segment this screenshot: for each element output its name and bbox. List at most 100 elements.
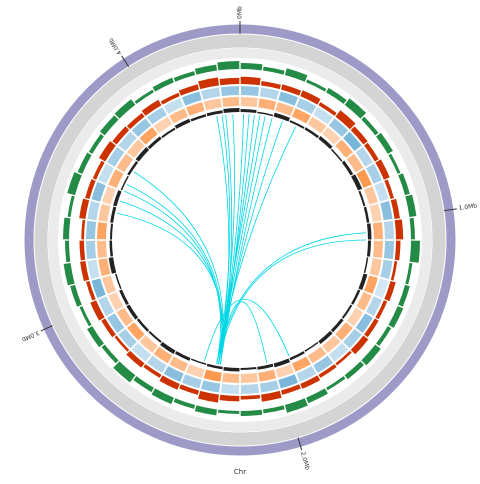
gc-skew-bar [112,126,130,145]
reverse-genes-tile [102,275,116,294]
gc-skew-bar [79,240,86,261]
link [216,232,366,364]
gc-content-bar [409,240,420,263]
ideogram [24,24,456,456]
forward-genes-tile [296,366,317,382]
reverse-genes-tile [186,102,205,116]
reverse-genes-tile [364,275,378,294]
features-bar [148,330,162,343]
gc-content-bar [87,326,104,348]
features-bar [273,112,291,122]
features-bar [119,289,129,306]
forward-genes-tile [146,107,167,125]
gc-content-bar [326,376,346,391]
gc-content-bar [133,376,154,393]
link [219,118,273,365]
forward-genes-tile [91,181,106,202]
gc-content-bar [152,77,174,92]
reverse-genes-tile [222,97,240,108]
gc-skew-bar [280,384,301,395]
gc-skew-bar [160,92,180,105]
features-bar [135,147,150,162]
tick-label: 4.0Mb [107,36,123,56]
reverse-genes-tile [153,116,173,134]
forward-genes-tile [374,278,389,299]
gc-content-bar [376,132,393,154]
reverse-genes-tile [127,322,145,341]
reverse-genes-tile [372,240,383,258]
link [133,171,224,365]
features-bar [351,174,363,191]
features-bar [304,341,319,352]
forward-genes-tile [374,181,389,202]
gc-skew-bar [198,390,220,403]
link [218,121,283,365]
gc-skew-bar [126,350,145,368]
link [216,115,261,364]
tick-mark [40,325,53,332]
gc-skew-bar [198,77,220,90]
reverse-genes-tile [108,292,124,311]
forward-genes-tile [201,87,221,100]
features-bar [330,148,343,162]
gc-content-bar [405,262,413,285]
reverse-genes-tile [292,108,311,124]
gc-skew-bar [90,300,105,321]
gc-skew-bar [240,394,261,400]
gc-skew-bar [350,126,368,145]
gc-skew-bar [335,350,352,366]
forward-genes-tile [328,343,349,362]
link [218,239,367,365]
gc-content-bar [63,217,71,240]
forward-genes-tile [181,374,202,389]
gc-content-bar [67,172,82,196]
gc-skew-bar [260,390,282,402]
gc-content-bar [88,134,104,154]
forward-genes-tile [86,220,97,240]
forward-genes-tile [220,383,240,394]
gc-skew-bar [300,375,321,389]
gc-content-bar [398,284,410,307]
inner-gray-ring [48,48,432,432]
gc-content-bar [151,388,174,405]
forward-genes-tile [380,201,393,221]
forward-genes-tile [355,313,373,334]
forward-genes-tile [98,296,114,317]
gc-content-bar [409,217,415,240]
forward-genes-tile [278,91,299,106]
gc-content-bar [388,153,401,174]
features-bar [341,304,353,319]
features-bar [126,304,139,320]
gc-content-bar [361,116,379,136]
gc-content-bar [173,398,196,409]
gc-content-bar [70,284,82,307]
reverse-genes-tile [372,222,383,240]
features-bar [366,240,371,257]
forward-genes-tile [278,374,299,389]
features-bar [358,190,366,207]
gc-content-bar [405,194,417,218]
reverse-genes-tile [186,364,205,378]
gc-skew-bar [79,198,90,220]
forward-genes-tile [107,313,125,334]
features-bar [206,110,223,117]
link [123,190,221,364]
features-bar [330,318,344,333]
gc-content-bar [376,326,392,346]
gc-skew-bar [143,364,162,378]
tick-label: 3.0Mb [20,329,40,343]
features-bar [147,136,162,150]
gc-skew-bar [375,159,390,180]
features-bar [257,111,274,117]
gc-skew-bar [384,280,396,302]
gc-skew-bar [240,76,261,86]
tick-mark [297,437,303,451]
gc-content-bar [173,71,196,82]
gc-skew-bar [390,260,398,281]
forward-genes-tile [383,220,394,240]
reverse-genes-tile [102,186,116,205]
gc-skew-bar [318,102,337,116]
gc-content-bar [217,409,240,414]
axis-label: Chr [234,468,246,476]
gc-skew-bar [178,84,200,96]
